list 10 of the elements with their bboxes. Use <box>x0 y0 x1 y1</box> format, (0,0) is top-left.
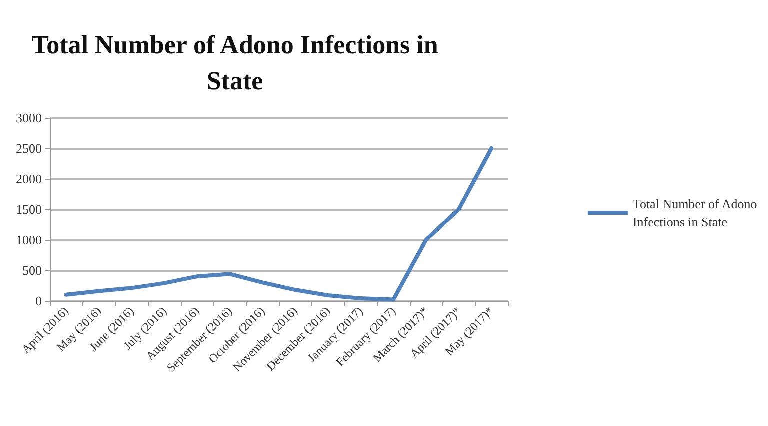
y-tick-label: 2000 <box>16 172 42 186</box>
y-tick-label: 2500 <box>16 141 42 156</box>
y-tick-label: 1000 <box>16 232 42 248</box>
y-tick-label: 500 <box>22 263 42 278</box>
chart-title: Total Number of Adono Infections in State <box>32 30 439 96</box>
legend-label: Total Number of Adono Infections in State <box>632 196 758 230</box>
y-tick-label: 1500 <box>16 202 42 217</box>
y-tick-label: 0 <box>36 294 42 308</box>
line-series <box>64 146 494 302</box>
y-tick-label: 3000 <box>16 110 42 126</box>
